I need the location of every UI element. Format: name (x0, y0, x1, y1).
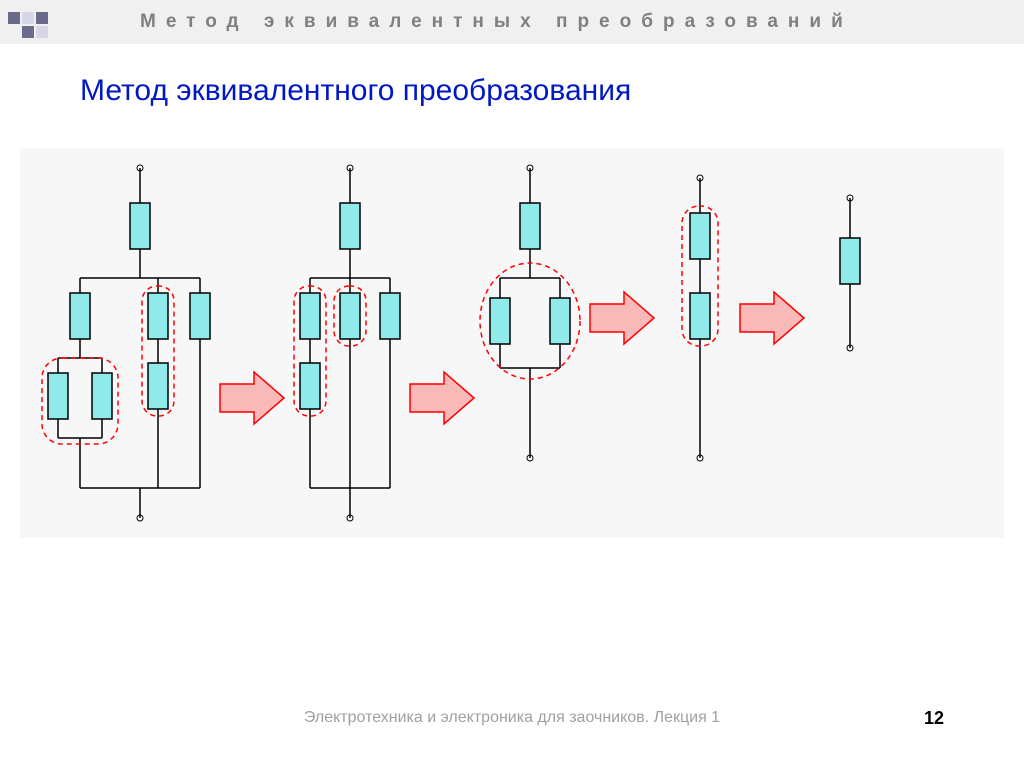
stage-3 (480, 165, 580, 461)
footer-text: Электротехника и электроника для заочник… (0, 709, 1024, 727)
header-decoration (8, 4, 68, 44)
transform-arrow (740, 292, 804, 344)
stage-1 (42, 165, 210, 521)
transform-arrow (220, 372, 284, 424)
page-title: Метод эквивалентного преобразования (80, 74, 1024, 108)
stage-4 (682, 175, 718, 461)
header-bar: Метод эквивалентных преобразований (0, 0, 1024, 44)
transform-arrow (590, 292, 654, 344)
stage-2 (294, 165, 400, 521)
circuit-diagram (20, 148, 1004, 538)
page-number: 12 (924, 708, 944, 729)
transform-arrow (410, 372, 474, 424)
stage-5 (840, 195, 860, 351)
breadcrumb: Метод эквивалентных преобразований (140, 11, 853, 33)
